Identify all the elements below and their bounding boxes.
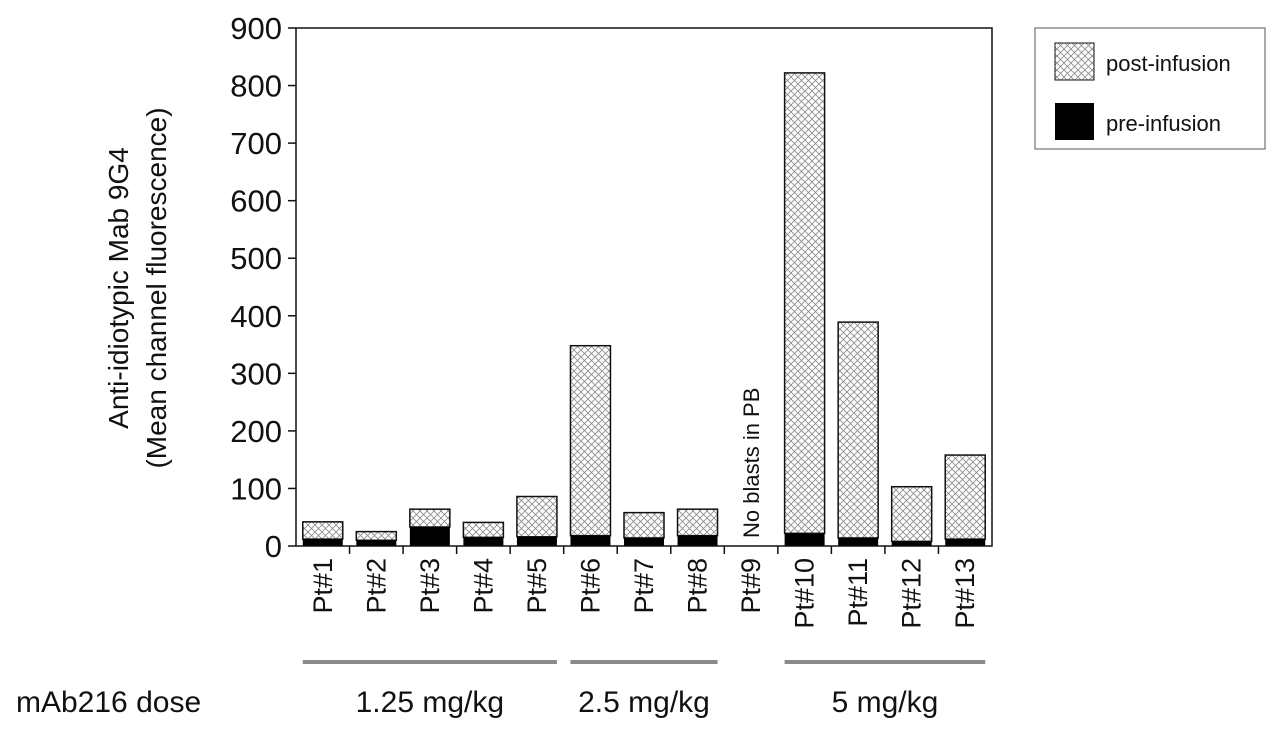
x-tick-label: Pt#6	[575, 558, 605, 614]
bar-pre-infusion	[838, 537, 879, 546]
dose-group-label: 2.5 mg/kg	[578, 686, 710, 719]
no-blasts-annotation: No blasts in PB	[739, 388, 764, 538]
y-axis-ticks: 0 100 200 300 400 500 600 700 800 900	[230, 11, 296, 564]
bar-post-infusion	[837, 321, 879, 539]
x-tick-label: Pt#9	[736, 558, 766, 614]
x-tick-label: Pt#12	[897, 558, 927, 629]
bar-pre-infusion	[891, 541, 932, 546]
bar-post-infusion	[409, 508, 451, 528]
bar-post-infusion	[516, 495, 558, 538]
y-tick-label: 100	[230, 471, 282, 506]
dose-label: mAb216 dose	[16, 686, 201, 719]
dose-group-label: 5 mg/kg	[832, 686, 939, 719]
y-axis-label-secondary: (Mean channel fluorescence)	[141, 107, 172, 468]
x-tick-label: Pt#1	[308, 558, 338, 614]
bar-pre-infusion	[409, 527, 450, 546]
bar-post-infusion	[890, 485, 933, 543]
y-tick-label: 0	[265, 529, 282, 564]
dose-group-label: 1.25 mg/kg	[356, 686, 504, 719]
legend-swatch-pre-infusion	[1055, 103, 1094, 140]
bar-pre-infusion	[784, 533, 825, 546]
dose-groups: mAb216 dose 1.25 mg/kg 2.5 mg/kg 5 mg/kg	[16, 660, 986, 719]
bar-pre-infusion	[356, 540, 397, 546]
x-tick-label: Pt#4	[468, 558, 498, 614]
x-tick-label: Pt#2	[361, 558, 391, 614]
x-tick-label: Pt#11	[843, 558, 873, 627]
y-tick-label: 200	[230, 414, 282, 449]
y-tick-label: 700	[230, 126, 282, 161]
bar-pre-infusion	[677, 535, 718, 546]
legend-swatch-post-infusion	[1054, 42, 1095, 81]
x-tick-label: Pt#10	[790, 558, 820, 629]
plot-area-frame	[295, 27, 993, 547]
y-tick-label: 800	[230, 69, 282, 104]
x-tick-label: Pt#5	[522, 558, 552, 614]
bar-post-infusion	[676, 508, 719, 537]
bar-post-infusion	[462, 521, 505, 539]
legend-label-post-infusion: post-infusion	[1106, 51, 1231, 76]
bar-pre-infusion	[945, 539, 986, 546]
y-tick-label: 600	[230, 184, 282, 219]
bar-post-infusion	[623, 511, 665, 539]
bars	[302, 72, 986, 546]
bar-post-infusion	[302, 521, 344, 540]
bar-pre-infusion	[570, 535, 611, 546]
bar-pre-infusion	[516, 536, 557, 546]
bar-post-infusion	[569, 344, 612, 537]
bar-post-infusion	[783, 72, 826, 535]
y-tick-label: 900	[230, 11, 282, 46]
y-tick-label: 300	[230, 356, 282, 391]
y-axis-label: Anti-idiotypic Mab 9G4	[103, 147, 134, 429]
bar-post-infusion	[944, 454, 986, 540]
bar-post-infusion	[355, 530, 398, 541]
x-tick-label: Pt#3	[415, 558, 445, 614]
x-tick-label: Pt#8	[683, 558, 713, 614]
y-tick-label: 500	[230, 241, 282, 276]
bar-pre-infusion	[302, 539, 343, 546]
x-axis-ticks: Pt#1 Pt#2 Pt#3 Pt#4 Pt#5 Pt#6 Pt#7 Pt#8 Pt#9 Pt#1…	[308, 546, 980, 629]
legend: post-infusion pre-infusion	[1034, 27, 1266, 150]
bar-pre-infusion	[624, 537, 664, 546]
y-tick-label: 400	[230, 299, 282, 334]
bar-pre-infusion	[463, 537, 504, 546]
legend-label-pre-infusion: pre-infusion	[1106, 111, 1221, 136]
x-tick-label: Pt#7	[629, 558, 659, 614]
x-tick-label: Pt#13	[950, 558, 980, 629]
y-axis-label-group: Anti-idiotypic Mab 9G4 (Mean channel flu…	[103, 107, 172, 468]
